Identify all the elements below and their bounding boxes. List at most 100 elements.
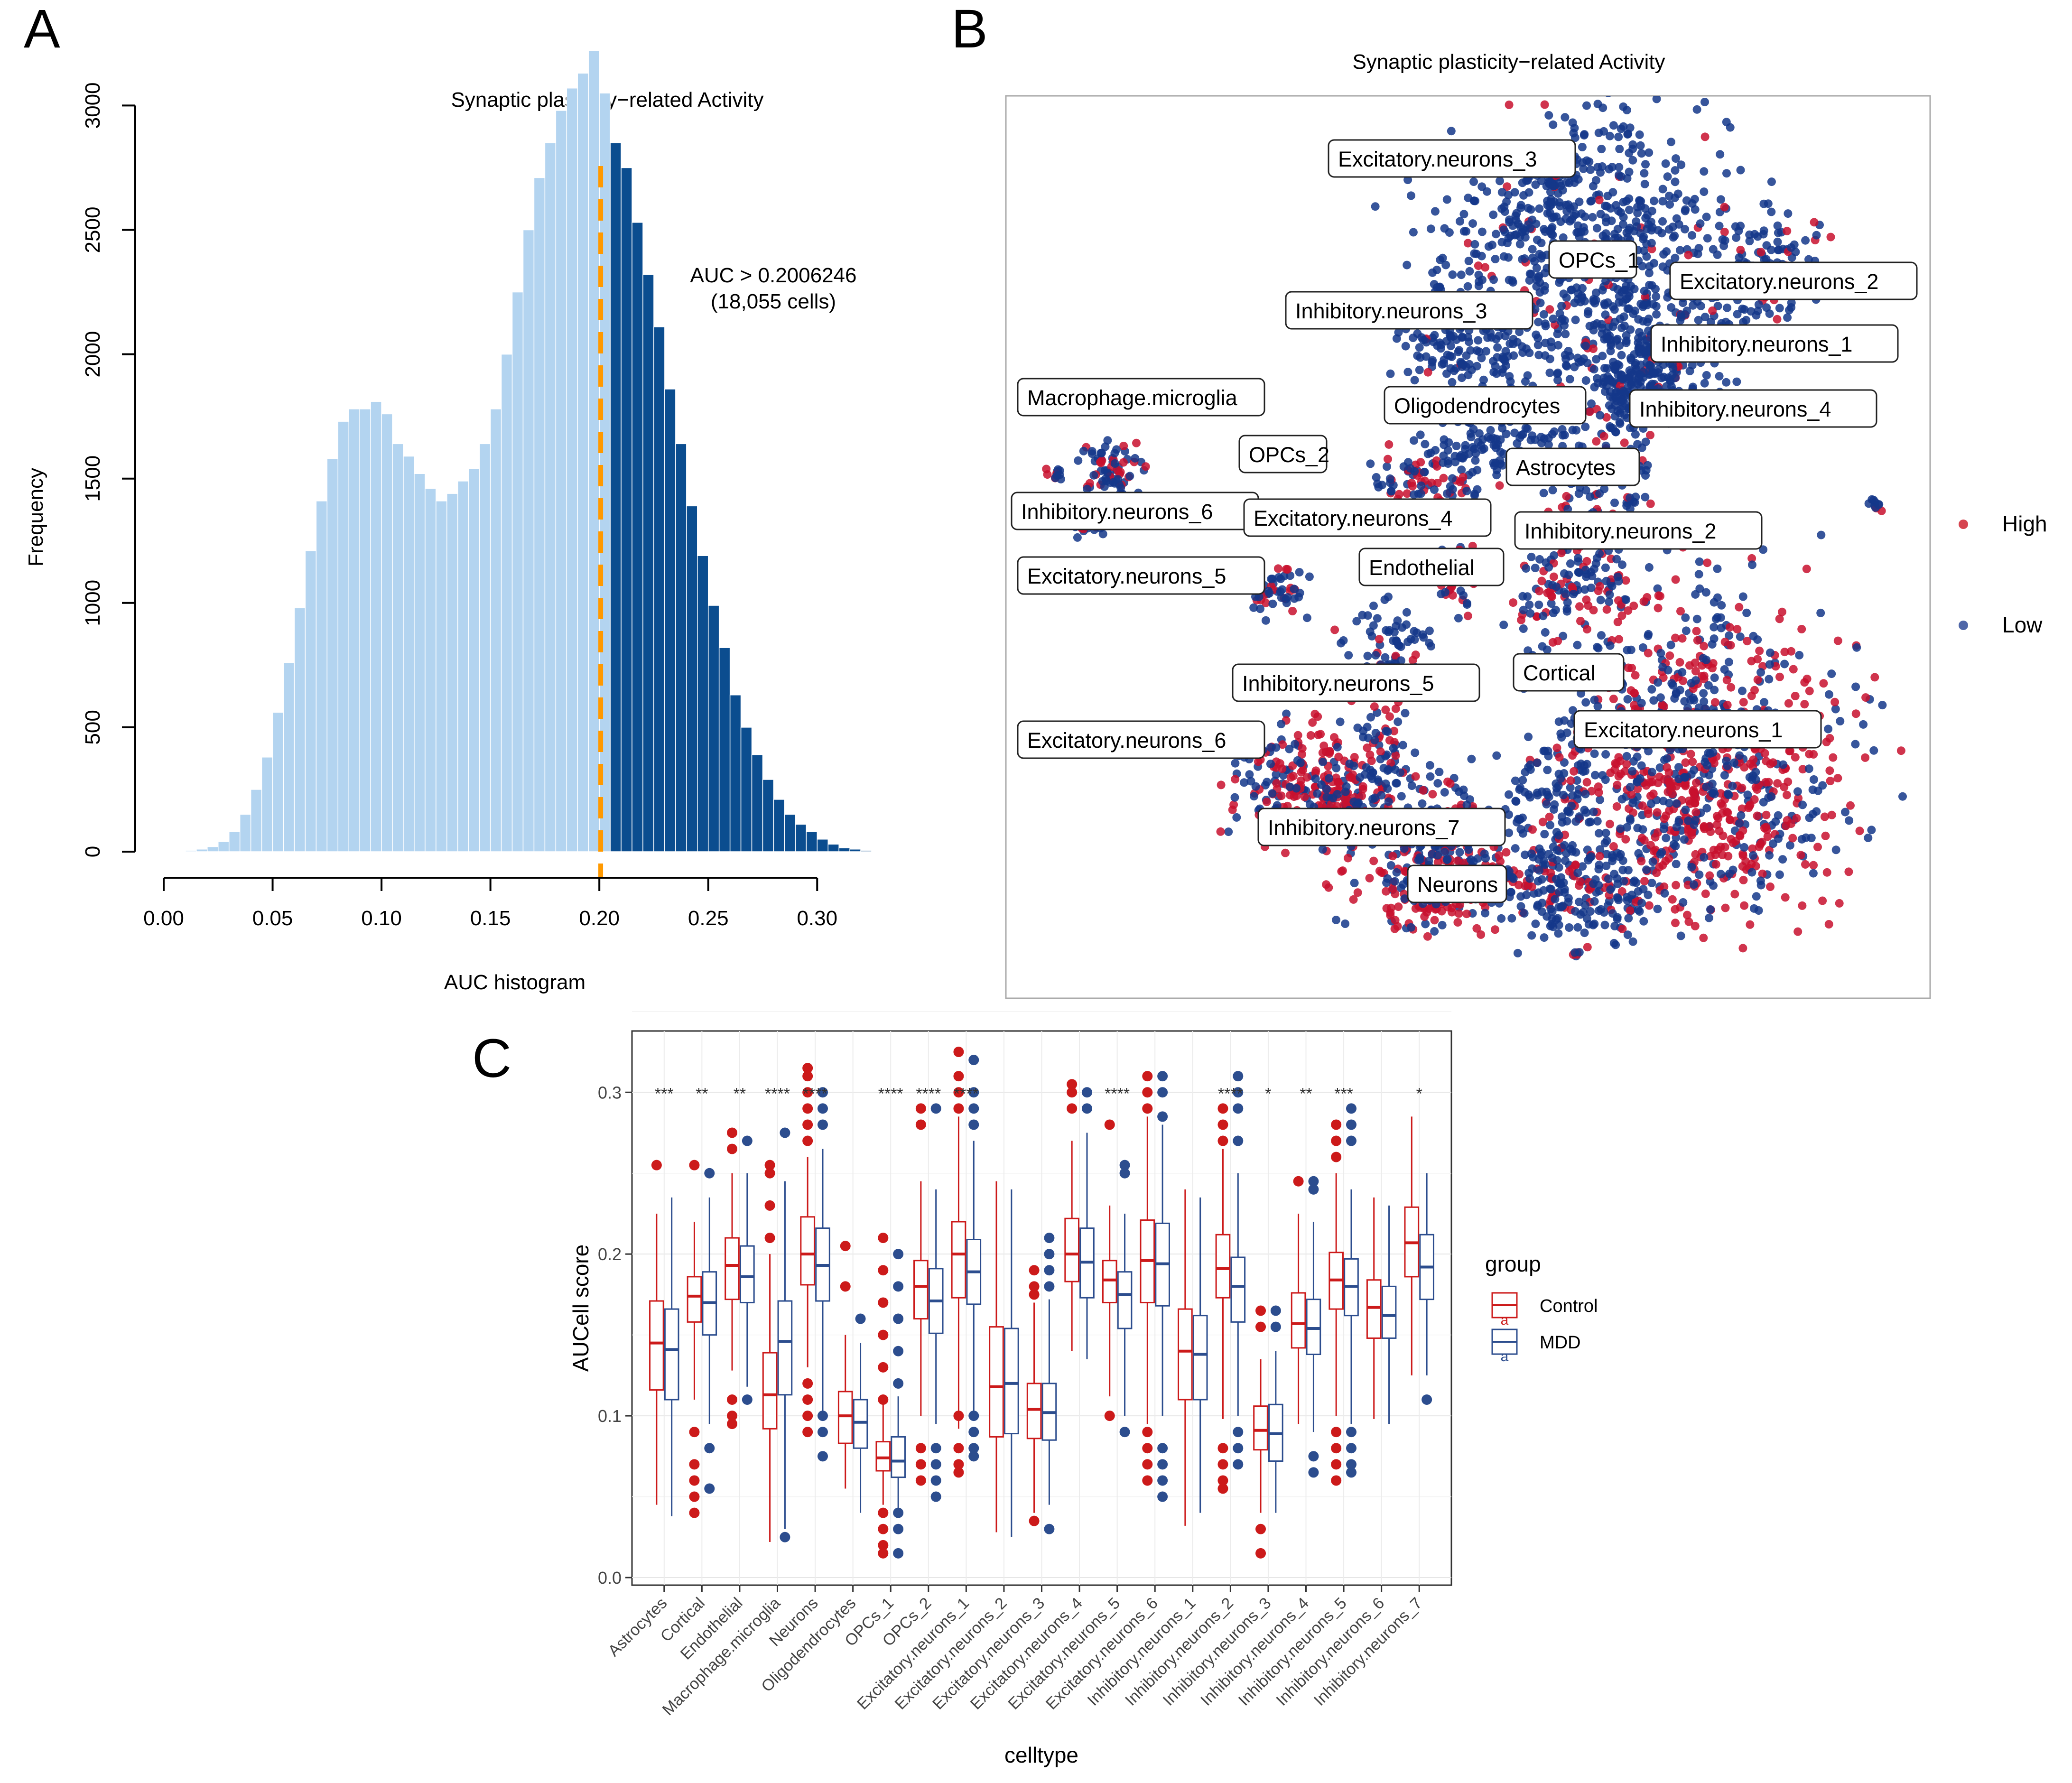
cluster-label-box	[1238, 435, 1328, 474]
box-outlier	[802, 1063, 813, 1074]
scatter-point	[1489, 275, 1498, 284]
scatter-point	[1481, 263, 1490, 272]
scatter-point	[1861, 753, 1870, 762]
scatter-point	[1720, 665, 1729, 674]
significance-mark: **	[1300, 1085, 1312, 1103]
scatter-point	[1829, 753, 1838, 762]
scatter-point	[1611, 427, 1620, 436]
box-body	[1366, 1279, 1382, 1339]
scatter-point	[1676, 931, 1685, 940]
scatter-point	[1681, 205, 1690, 214]
scatter-point	[1656, 693, 1665, 702]
scatter-point	[1820, 812, 1829, 821]
scatter-point	[1755, 646, 1764, 655]
scatter-point	[1474, 270, 1483, 279]
scatter-point	[1635, 341, 1644, 350]
scatter-point	[1640, 877, 1649, 886]
box-mdd	[1268, 1305, 1283, 1513]
scatter-point	[1602, 334, 1611, 343]
scatter-point	[1602, 576, 1611, 585]
scatter-point	[1573, 789, 1582, 799]
scatter-point	[1489, 357, 1498, 366]
hist-bar	[522, 229, 535, 852]
scatter-point	[1538, 642, 1547, 651]
scatter-point	[1787, 303, 1796, 312]
scatter-point	[1272, 770, 1281, 779]
scatter-point	[1366, 459, 1375, 468]
scatter-point	[1555, 888, 1564, 897]
scatter-point	[1546, 337, 1555, 346]
scatter-point	[1389, 744, 1398, 753]
box-outlier	[704, 1483, 715, 1494]
box-outlier	[1346, 1427, 1357, 1438]
scatter-point	[1462, 486, 1471, 495]
scatter-point	[1617, 611, 1626, 620]
scatter-point	[1381, 653, 1390, 662]
scatter-point	[1745, 230, 1754, 239]
box-outlier	[1119, 1427, 1130, 1438]
scatter-point	[1874, 500, 1883, 509]
scatter-point	[1520, 909, 1529, 918]
scatter-point	[1547, 885, 1556, 893]
scatter-point	[1745, 237, 1754, 246]
scatter-point	[1691, 808, 1700, 817]
scatter-point	[1653, 904, 1662, 913]
scatter-point	[1581, 698, 1590, 707]
box-y-label: AUCell score	[568, 1244, 593, 1372]
scatter-point	[1667, 138, 1675, 147]
box-outlier	[1346, 1467, 1357, 1478]
scatter-point	[1567, 286, 1576, 295]
scatter-point	[1594, 129, 1603, 138]
scatter-point	[1337, 639, 1346, 648]
box-control	[837, 1241, 853, 1489]
scatter-point	[1407, 479, 1416, 488]
scatter-point	[1687, 863, 1696, 872]
scatter-point	[1383, 462, 1391, 471]
scatter-point	[1535, 866, 1544, 875]
scatter-point	[1411, 904, 1420, 913]
scatter-point	[1643, 211, 1652, 220]
scatter-point	[1388, 852, 1397, 861]
scatter-point	[1557, 903, 1566, 912]
hist-annotation-auc: AUC > 0.2006246	[690, 264, 856, 287]
box-outlier	[817, 1451, 828, 1462]
scatter-point	[1337, 867, 1346, 876]
scatter-point	[1606, 131, 1614, 140]
scatter-point	[1607, 851, 1617, 860]
scatter-point	[1527, 931, 1536, 940]
legend-key-mdd-glyph: a	[1501, 1349, 1509, 1365]
box-outlier	[1142, 1087, 1153, 1098]
scatter-point	[1409, 228, 1418, 237]
scatter-point	[1232, 813, 1241, 822]
box-mdd	[1381, 1205, 1397, 1424]
scatter-point	[1618, 560, 1626, 569]
scatter-point	[1730, 758, 1738, 767]
scatter-point	[1864, 834, 1873, 842]
hist-bar	[272, 712, 284, 852]
scatter-point	[1518, 776, 1527, 785]
hist-bar	[838, 847, 850, 852]
scatter-point	[1733, 310, 1742, 319]
hist-bar	[185, 850, 197, 852]
scatter-point	[1536, 298, 1545, 307]
cluster-label-box	[1017, 556, 1265, 595]
scatter-point	[1642, 342, 1651, 351]
scatter-point	[1524, 733, 1533, 742]
scatter-point	[1753, 655, 1762, 664]
scatter-point	[1721, 903, 1730, 912]
scatter-point	[1692, 105, 1701, 114]
scatter-point	[1589, 606, 1598, 614]
scatter-point	[1382, 904, 1391, 913]
scatter-point	[1624, 914, 1633, 923]
box-outlier	[1157, 1071, 1168, 1082]
scatter-point	[1737, 811, 1746, 820]
scatter-point	[1531, 180, 1540, 189]
box-body	[1306, 1299, 1321, 1356]
scatter-point	[1398, 741, 1407, 750]
box-outlier	[1233, 1103, 1244, 1114]
box-outlier	[878, 1297, 889, 1308]
scatter-point	[1407, 781, 1416, 790]
scatter-point	[1515, 870, 1524, 879]
scatter-point	[1619, 122, 1628, 131]
scatter-point	[1560, 569, 1569, 578]
